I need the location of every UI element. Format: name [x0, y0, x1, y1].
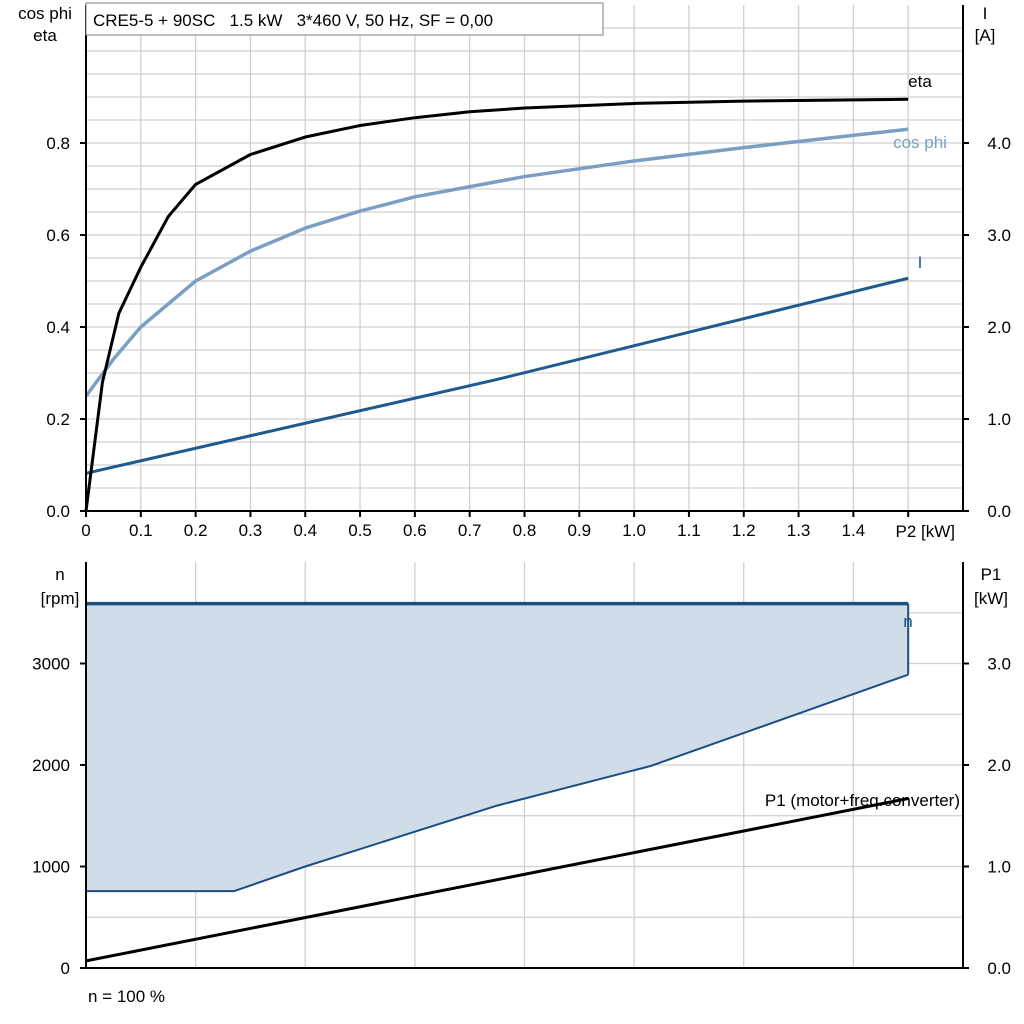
label-cos-phi: cos phi	[893, 133, 947, 152]
axes	[80, 5, 969, 969]
x-tick-label: 0.5	[348, 521, 372, 540]
x-tick-label: 0	[81, 521, 90, 540]
footnote: n = 100 %	[88, 987, 165, 1006]
x-tick-label: 1.1	[677, 521, 701, 540]
x-tick-label: 0.7	[458, 521, 482, 540]
x-tick-label: 0.8	[513, 521, 537, 540]
min-speed-boundary-line	[86, 673, 909, 893]
speed-range-fill	[86, 603, 909, 892]
bottom-right-axis-label-2: [kW]	[974, 589, 1008, 608]
current-line	[85, 276, 909, 475]
x-tick-label: 1.3	[787, 521, 811, 540]
top-right-axis-label-2: [A]	[975, 26, 996, 45]
title-box	[85, 2, 604, 36]
left-y-tick-label: 0.2	[46, 410, 70, 429]
left-y-tick-label: 0.4	[46, 318, 70, 337]
label-p1: P1 (motor+freq.converter)	[765, 791, 960, 810]
left-y-tick-label: 1000	[32, 858, 70, 877]
series-lines	[84, 97, 909, 963]
right-y-tick-label: 0.0	[987, 959, 1011, 978]
bottom-left-axis-label-2: [rpm]	[41, 589, 80, 608]
label-speed: n	[903, 612, 912, 631]
bottom-left-axis-label-1: n	[55, 565, 64, 584]
left-y-tick-label: 2000	[32, 756, 70, 775]
right-y-tick-label: 0.0	[987, 502, 1011, 521]
chart-title: CRE5-5 + 90SC 1.5 kW 3*460 V, 50 Hz, SF …	[93, 11, 493, 30]
x-tick-label: 0.4	[293, 521, 317, 540]
top-gridlines	[86, 5, 963, 511]
right-y-tick-label: 2.0	[987, 756, 1011, 775]
tick-labels: 0 0.1 0.2 0.3 0.4 0.5 0.6 0.7 0.8 0.9 1.0 1.1 1.2 1.3…	[32, 134, 1011, 978]
top-left-axis-label-2: eta	[33, 26, 57, 45]
left-y-tick-label: 0.0	[46, 502, 70, 521]
right-y-tick-label: 1.0	[987, 858, 1011, 877]
speed-range-area	[86, 603, 910, 892]
bottom-right-axis-label-1: P1	[981, 565, 1002, 584]
eta-line	[84, 97, 909, 512]
right-y-tick-label: 2.0	[987, 318, 1011, 337]
x-tick-label: 0.1	[129, 521, 153, 540]
x-tick-label: 1.2	[732, 521, 756, 540]
cos-phi-line	[84, 127, 909, 398]
top-x-axis-label: P2 [kW]	[895, 522, 955, 541]
right-y-tick-label: 4.0	[987, 134, 1011, 153]
left-y-tick-label: 0.8	[46, 134, 70, 153]
top-right-axis-label-1: I	[983, 4, 988, 23]
label-current: I	[918, 253, 923, 272]
x-tick-label: 0.3	[239, 521, 263, 540]
top-left-axis-label-1: cos phi	[18, 4, 72, 23]
right-y-tick-label: 1.0	[987, 410, 1011, 429]
right-y-tick-label: 3.0	[987, 226, 1011, 245]
left-y-tick-label: 3000	[32, 655, 70, 674]
p1-line	[85, 797, 909, 963]
right-y-tick-label: 3.0	[987, 655, 1011, 674]
x-tick-label: 0.2	[184, 521, 208, 540]
x-tick-label: 1.4	[842, 521, 866, 540]
x-tick-label: 1.0	[622, 521, 646, 540]
x-tick-label: 0.9	[567, 521, 591, 540]
left-y-tick-label: 0	[61, 959, 70, 978]
x-tick-label: 0.6	[403, 521, 427, 540]
left-y-tick-label: 0.6	[46, 226, 70, 245]
label-eta: eta	[908, 72, 932, 91]
